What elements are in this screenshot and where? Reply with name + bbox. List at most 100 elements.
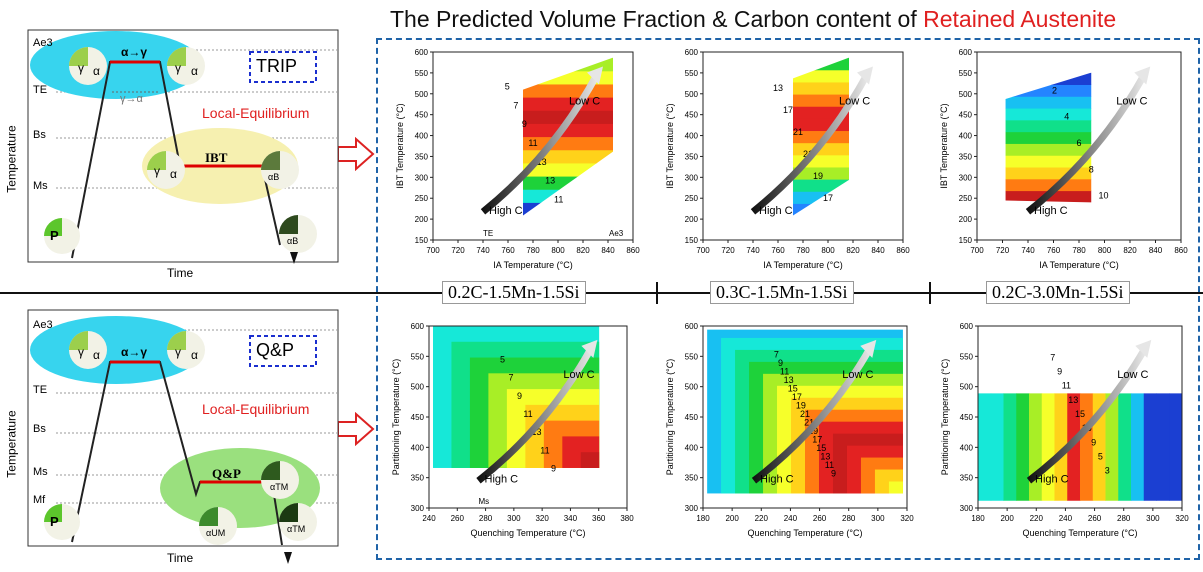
y-tick-label: 350 [959, 152, 973, 161]
contour-band [1143, 393, 1157, 501]
axis-annotation: Ms [479, 497, 490, 506]
contour-label: 11 [540, 445, 549, 455]
contour-label: 5 [500, 354, 505, 364]
qp-phase-alpha-tm-1: αTM [270, 482, 289, 492]
contour-band [1003, 393, 1017, 501]
contour-label: 21 [800, 409, 810, 419]
y-tick-label: 300 [960, 504, 974, 513]
x-tick-label: 300 [507, 514, 521, 523]
y-tick-label: 500 [685, 90, 699, 99]
y-tick-label: 400 [685, 443, 699, 452]
qp-temp-te: TE [33, 384, 48, 396]
high-carbon-label: High C [1035, 474, 1069, 486]
contour-band [793, 203, 849, 216]
contour-band [523, 70, 613, 85]
x-axis-label: Quenching Temperature (°C) [1023, 528, 1138, 538]
qp-temp-mf: Mf [33, 494, 46, 506]
carbon-gradient-arrow [751, 346, 874, 484]
y-tick-label: 500 [415, 90, 429, 99]
chart-trip-a: 700 720 740 760 780 800 820 840 860 150 200 250 300 3… [395, 48, 640, 270]
x-axis-label: Quenching Temperature (°C) [748, 528, 863, 538]
contour-band [1054, 393, 1068, 501]
y-tick-label: 550 [685, 69, 699, 78]
x-tick-label: 280 [842, 514, 856, 523]
separator-line [0, 292, 1203, 294]
steel-label-2: 0.3C-1.5Mn-1.5Si [710, 281, 854, 304]
y-tick-label: 250 [685, 194, 699, 203]
x-tick-label: 740 [746, 246, 760, 255]
y-tick-label: 450 [959, 111, 973, 120]
contour-band [793, 69, 849, 83]
y-tick-label: 500 [685, 383, 699, 392]
contour-label: 13 [537, 157, 547, 167]
y-tick-label: 150 [685, 236, 699, 245]
trip-phase-alpha-1: α [93, 64, 100, 78]
x-axis-label: IA Temperature (°C) [1039, 260, 1118, 270]
x-tick-label: 260 [1088, 514, 1102, 523]
contour-band [1016, 393, 1030, 501]
y-tick-label: 600 [960, 322, 974, 331]
contour-band [523, 110, 613, 124]
y-tick-label: 200 [685, 215, 699, 224]
carbon-gradient-arrow [476, 346, 595, 484]
x-tick-label: 760 [771, 246, 785, 255]
x-tick-label: 840 [871, 246, 885, 255]
x-tick-label: 220 [1030, 514, 1044, 523]
x-tick-label: 700 [696, 246, 710, 255]
x-tick-label: 800 [551, 246, 565, 255]
contour-band [1105, 393, 1119, 501]
qp-x-axis-label: Time [167, 551, 194, 565]
y-tick-label: 250 [415, 194, 429, 203]
x-tick-label: 760 [501, 246, 515, 255]
y-tick-label: 550 [411, 352, 425, 361]
title-prefix: The Predicted Volume Fraction & Carbon c… [390, 6, 924, 32]
contour-label: 9 [1091, 437, 1096, 447]
y-tick-label: 300 [959, 173, 973, 182]
axis-annotation: TE [483, 229, 493, 238]
carbon-gradient-arrow [480, 72, 601, 215]
contour-band [1005, 72, 1092, 85]
contour-band [793, 94, 849, 107]
contour-band [1005, 190, 1092, 203]
results-frame [376, 38, 1200, 560]
contour-band [793, 81, 849, 95]
contour-band [1067, 393, 1081, 501]
contour-band [793, 106, 849, 119]
y-tick-label: 450 [685, 413, 699, 422]
y-tick-label: 450 [415, 111, 429, 120]
chart-qp-c: 180 200 220 240 260 280 300 320 300 350 400 450 500 5… [940, 322, 1189, 538]
carbon-arrow-head [1134, 66, 1151, 85]
trip-mode-label: TRIP [256, 56, 298, 76]
y-tick-label: 250 [959, 194, 973, 203]
carbon-arrow-head [860, 339, 877, 358]
x-tick-label: 180 [971, 514, 985, 523]
x-axis-label: IA Temperature (°C) [763, 260, 842, 270]
contour-label: 21 [793, 127, 803, 137]
contour-label: 13 [784, 375, 794, 385]
x-tick-label: 840 [601, 246, 615, 255]
contour-label: 19 [796, 401, 806, 411]
contour-band [978, 393, 992, 501]
contour-band [1156, 393, 1170, 501]
x-tick-label: 720 [721, 246, 735, 255]
qp-schematic-panel: Temperature Time Ae3 TE Bs Ms Mf Q&P α→γ… [0, 300, 340, 567]
trip-temp-te: TE [33, 84, 48, 96]
x-tick-label: 800 [821, 246, 835, 255]
contour-band [1005, 178, 1092, 192]
contour-label: 11 [528, 138, 537, 148]
contour-label: 7 [509, 373, 514, 383]
x-tick-label: 700 [970, 246, 984, 255]
x-tick-label: 820 [1123, 246, 1137, 255]
low-carbon-label: Low C [569, 96, 600, 108]
x-tick-label: 860 [896, 246, 910, 255]
qp-phase-gamma-2: γ [175, 345, 181, 359]
carbon-arrow-head [857, 66, 873, 85]
contour-label: 11 [780, 367, 789, 377]
contour-label: 13 [545, 176, 555, 186]
trip-equilibrium-label: Local-Equilibrium [202, 105, 310, 121]
y-tick-label: 300 [411, 504, 425, 513]
y-tick-label: 200 [415, 215, 429, 224]
contour-band [523, 202, 613, 216]
x-tick-label: 360 [592, 514, 606, 523]
x-tick-label: 320 [535, 514, 549, 523]
